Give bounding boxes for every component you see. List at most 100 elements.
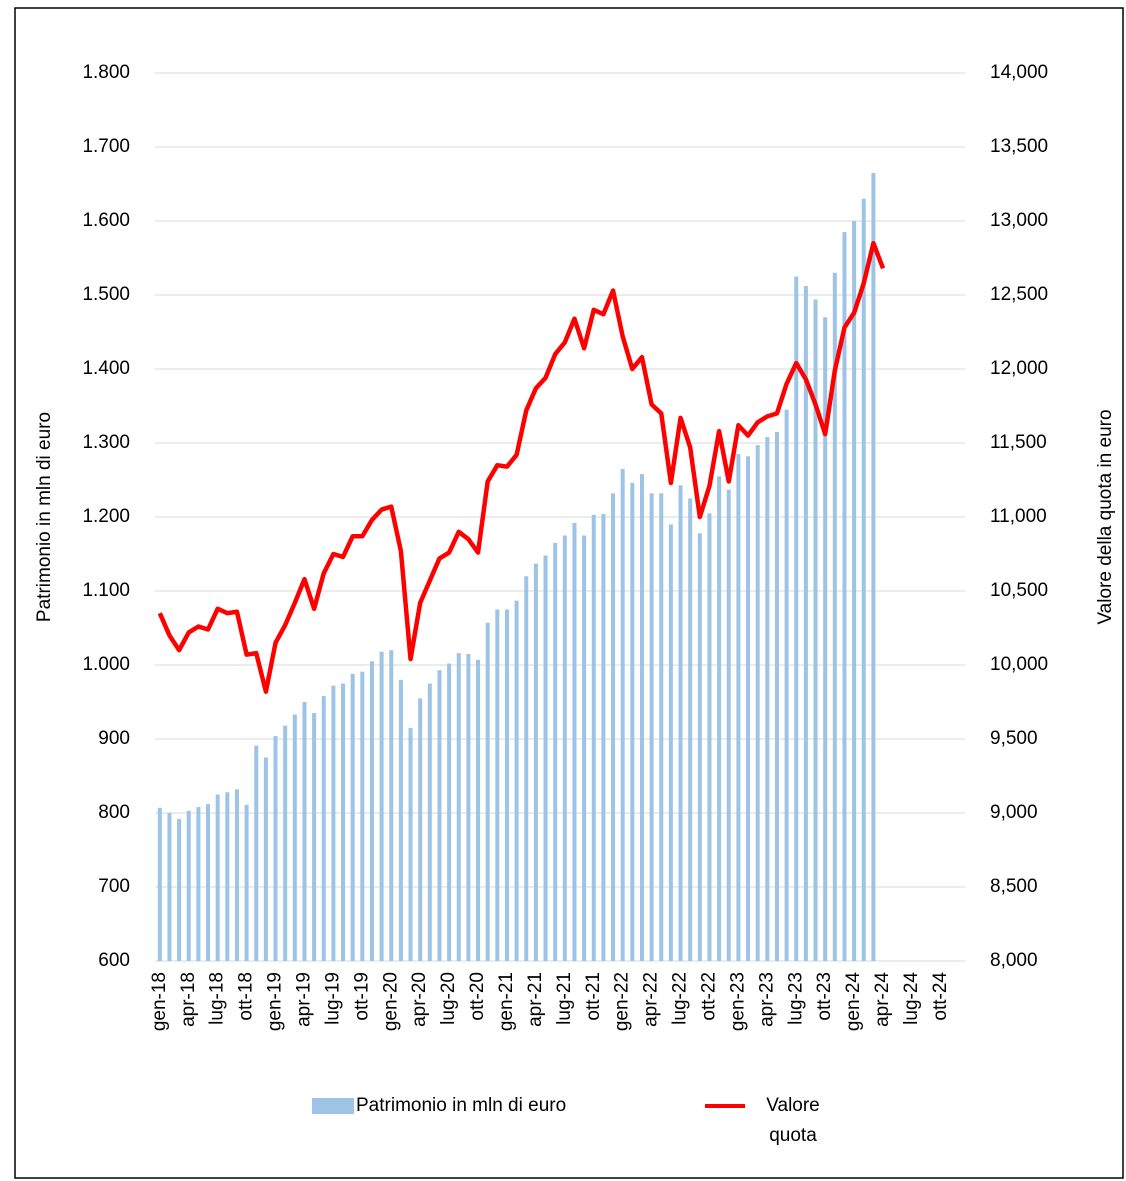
bar	[167, 813, 172, 961]
bar	[746, 456, 751, 961]
x-tick-label: lug-18	[207, 972, 228, 1025]
bar	[639, 474, 644, 961]
x-tick-label: ott-18	[236, 972, 257, 1021]
bar	[659, 493, 664, 961]
x-tick-label: gen-18	[149, 972, 170, 1031]
bar	[186, 810, 191, 961]
y-tick-label: 1.400	[82, 358, 130, 379]
bar	[861, 198, 866, 962]
bar	[369, 661, 374, 961]
y2-tick-label: 11,500	[990, 432, 1047, 453]
y2-tick-label: 14,000	[990, 62, 1048, 83]
y-tick-label: 900	[98, 728, 130, 749]
y2-tick-label: 9,000	[990, 802, 1038, 823]
bar	[456, 653, 461, 961]
y-tick-label: 1.500	[82, 284, 130, 305]
bar	[292, 714, 297, 961]
bar	[591, 514, 596, 961]
bar	[601, 514, 606, 961]
bar	[697, 533, 702, 961]
x-tick-label: ott-20	[467, 972, 488, 1021]
y2-tick-label: 12,000	[990, 358, 1048, 379]
y-tick-label: 1.700	[82, 136, 130, 157]
x-tick-label: ott-24	[930, 972, 951, 1021]
bar	[871, 172, 876, 961]
chart-border	[14, 7, 1124, 1179]
y-tick-label: 1.800	[82, 62, 130, 83]
bar	[418, 698, 423, 961]
x-tick-label: ott-19	[351, 972, 372, 1021]
y2-tick-label: 13,500	[990, 136, 1048, 157]
x-tick-label: ott-21	[583, 972, 604, 1021]
x-tick-label: gen-19	[265, 972, 286, 1031]
bar	[263, 757, 268, 961]
bar	[755, 445, 760, 962]
bar	[283, 725, 288, 961]
bar	[842, 232, 847, 962]
y-tick-label: 1.100	[82, 580, 130, 601]
y2-axis-title: Valore della quota in euro	[1095, 409, 1116, 624]
bar	[823, 317, 828, 961]
bar	[331, 685, 336, 961]
bar	[774, 431, 779, 961]
bar	[447, 663, 452, 961]
x-tick-label: ott-23	[814, 972, 835, 1021]
bar	[852, 221, 857, 961]
bar	[398, 679, 403, 961]
bar	[215, 794, 220, 961]
y2-tick-label: 13,000	[990, 210, 1048, 231]
bar	[437, 670, 442, 961]
x-tick-label: lug-19	[322, 972, 343, 1025]
bar	[688, 498, 693, 961]
y-tick-label: 1.000	[82, 654, 130, 675]
y-tick-label: 700	[98, 876, 130, 897]
bar	[562, 535, 567, 961]
y-tick-label: 1.200	[82, 506, 130, 527]
y-tick-label: 800	[98, 802, 130, 823]
bar	[350, 673, 355, 961]
bar	[466, 653, 471, 961]
bar	[312, 713, 317, 961]
bar	[668, 524, 673, 961]
x-tick-label: lug-22	[670, 972, 691, 1025]
bar	[495, 609, 500, 961]
x-tick-label: lug-21	[554, 972, 575, 1025]
x-tick-label: apr-24	[872, 972, 893, 1027]
y2-tick-label: 8,000	[990, 950, 1038, 971]
x-tick-label: ott-22	[698, 972, 719, 1021]
bar	[803, 286, 808, 961]
y2-tick-label: 9,500	[990, 728, 1038, 749]
bar	[273, 736, 278, 961]
bar	[476, 659, 481, 961]
bar	[582, 535, 587, 961]
bar	[244, 804, 249, 961]
bar	[206, 804, 211, 961]
bar	[553, 542, 558, 961]
x-tick-label: apr-19	[293, 972, 314, 1027]
bar	[736, 454, 741, 961]
x-tick-label: gen-23	[727, 972, 748, 1031]
line	[157, 240, 886, 694]
bar	[157, 807, 162, 961]
bar	[649, 493, 654, 961]
legend-label: Patrimonio in mln di euro	[356, 1095, 567, 1116]
y-tick-label: 600	[98, 950, 130, 971]
x-tick-label: apr-20	[409, 972, 430, 1027]
legend-label: Valore quota	[766, 1095, 820, 1146]
bar	[321, 696, 326, 961]
bar	[620, 468, 625, 961]
legend-swatch-bar	[312, 1098, 354, 1114]
x-tick-label: gen-21	[496, 972, 517, 1031]
x-tick-label: apr-22	[641, 972, 662, 1027]
x-tick-label: gen-20	[380, 972, 401, 1031]
x-tick-label: apr-18	[178, 972, 199, 1027]
bar	[524, 576, 529, 961]
x-tick-label: lug-20	[438, 972, 459, 1025]
y-tick-label: 1.600	[82, 210, 130, 231]
x-tick-label: apr-23	[756, 972, 777, 1027]
bar	[254, 745, 259, 961]
bar	[765, 437, 770, 962]
bar	[177, 818, 182, 961]
